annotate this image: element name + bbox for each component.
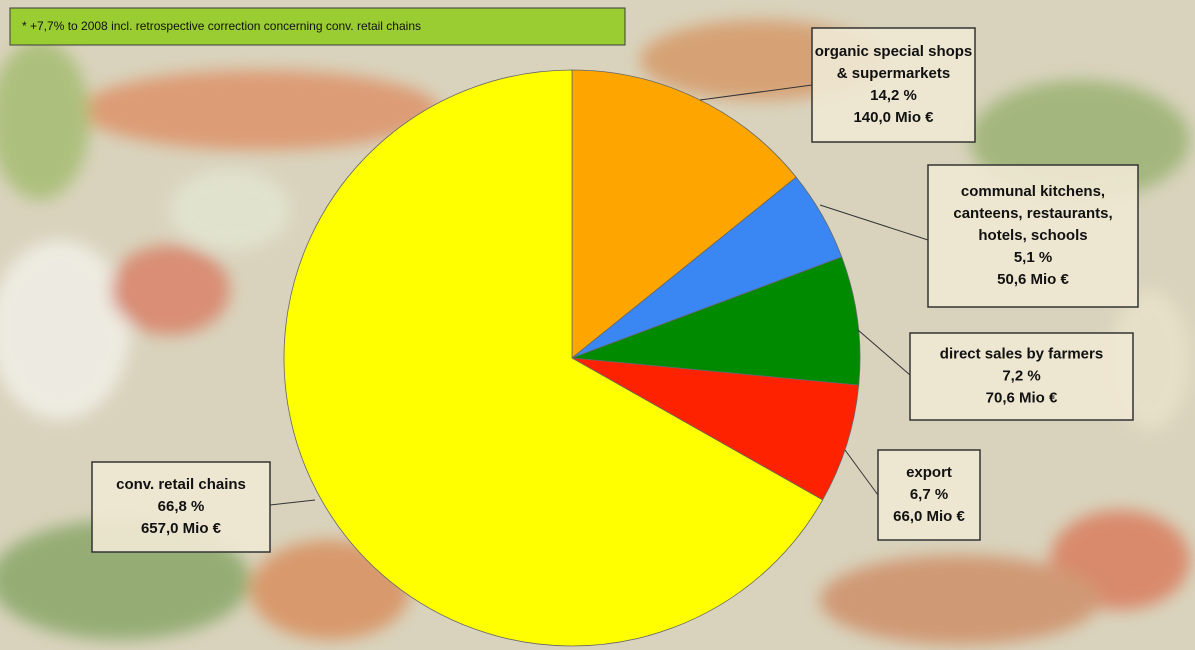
value-label: 66,0 Mio € bbox=[893, 508, 965, 525]
label-box bbox=[927, 164, 1139, 308]
pie-slice bbox=[571, 256, 861, 386]
label-box bbox=[877, 449, 981, 541]
note-box bbox=[9, 7, 626, 46]
value-label: 50,6 Mio € bbox=[997, 271, 1069, 288]
value-label: 70,6 Mio € bbox=[986, 389, 1058, 406]
label-box bbox=[811, 27, 976, 143]
value-label: 140,0 Mio € bbox=[853, 109, 934, 126]
slice-label: canteens, restaurants, bbox=[953, 205, 1112, 222]
pie-slice bbox=[571, 357, 860, 501]
leader-line bbox=[819, 204, 929, 241]
slice-label: export bbox=[906, 464, 952, 481]
slice-label: & supermarkets bbox=[837, 65, 950, 82]
note: * +7,7% to 2008 incl. retrospective corr… bbox=[22, 19, 421, 33]
leader-line bbox=[269, 499, 316, 506]
value-label: 7,2 % bbox=[1002, 367, 1040, 384]
slice-label: organic special shops bbox=[815, 43, 973, 60]
slice-label: hotels, schools bbox=[978, 227, 1087, 244]
slice-label: direct sales by farmers bbox=[940, 345, 1103, 362]
slice-label: conv. retail chains bbox=[116, 476, 246, 493]
label-box bbox=[909, 332, 1134, 421]
leader-lines bbox=[269, 84, 929, 506]
value-label: 5,1 % bbox=[1014, 249, 1052, 266]
label-box bbox=[91, 461, 271, 553]
leader-line bbox=[699, 84, 813, 101]
leader-line bbox=[844, 449, 879, 496]
value-label: 657,0 Mio € bbox=[141, 520, 222, 537]
leader-line bbox=[857, 329, 911, 376]
value-label: 14,2 % bbox=[870, 87, 917, 104]
pie-slice bbox=[571, 69, 797, 359]
value-label: 6,7 % bbox=[910, 486, 948, 503]
pie-slice bbox=[283, 69, 824, 647]
value-label: 66,8 % bbox=[158, 498, 205, 515]
slice-label: communal kitchens, bbox=[961, 183, 1105, 200]
background-image bbox=[0, 20, 1190, 645]
